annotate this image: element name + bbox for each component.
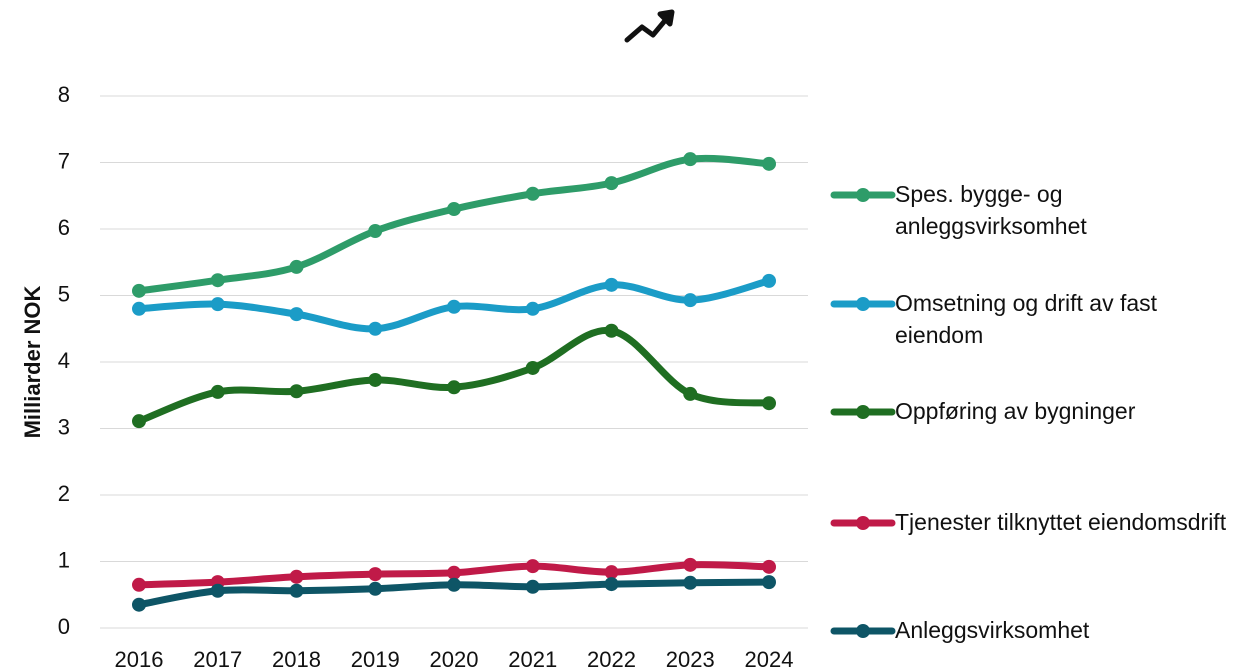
point — [604, 323, 619, 338]
point — [762, 273, 776, 288]
point — [447, 202, 461, 217]
point — [289, 259, 304, 274]
y-tick-label: 8 — [58, 82, 70, 107]
legend-marker — [856, 188, 870, 202]
series-line — [135, 326, 773, 425]
point — [132, 301, 146, 316]
y-tick-label: 6 — [58, 215, 70, 240]
point — [762, 559, 776, 574]
point — [368, 321, 383, 336]
point — [210, 583, 225, 598]
y-tick-label: 7 — [58, 148, 70, 173]
y-tick-label: 2 — [58, 481, 70, 506]
point — [683, 152, 698, 167]
x-tick-label: 2021 — [508, 647, 557, 672]
point — [604, 577, 619, 592]
y-tick-label: 1 — [58, 547, 70, 572]
point — [289, 384, 304, 399]
legend-marker — [856, 297, 870, 311]
x-tick-label: 2016 — [115, 647, 164, 672]
point — [683, 293, 698, 308]
trend-icon — [624, 9, 675, 43]
point — [604, 277, 619, 292]
point — [762, 396, 776, 411]
y-tick-label: 3 — [58, 414, 70, 439]
point — [525, 360, 540, 375]
point — [525, 579, 540, 594]
point — [683, 386, 698, 401]
point — [368, 567, 383, 582]
point — [368, 581, 383, 596]
series-line — [135, 154, 773, 295]
x-tick-label: 2023 — [666, 647, 715, 672]
point — [762, 575, 776, 590]
point — [132, 577, 146, 592]
legend-marker — [856, 624, 870, 638]
point — [289, 583, 304, 598]
legend-marker — [856, 405, 870, 419]
point — [762, 156, 776, 171]
x-tick-label: 2018 — [272, 647, 321, 672]
point — [289, 307, 304, 322]
y-tick-label: 4 — [58, 348, 70, 373]
point — [447, 577, 461, 592]
point — [210, 297, 225, 312]
legend-label: Anleggsvirksomhet — [895, 617, 1090, 643]
point — [210, 273, 225, 288]
point — [604, 565, 619, 580]
x-tick-label: 2019 — [351, 647, 400, 672]
point — [210, 384, 225, 399]
point — [683, 575, 698, 590]
y-tick-label: 5 — [58, 281, 70, 306]
x-tick-label: 2017 — [193, 647, 242, 672]
point — [447, 565, 461, 580]
legend-label: Oppføring av bygninger — [895, 398, 1136, 424]
point — [289, 569, 304, 584]
point — [132, 597, 146, 612]
legend-label: Tjenester tilknyttet eiendomsdrift — [895, 509, 1227, 535]
legend-marker — [856, 516, 870, 530]
legend-label: Omsetning og drift av fast eiendom — [895, 290, 1158, 348]
legend-label: Spes. bygge- og anleggsvirksomhet — [895, 181, 1087, 239]
point — [525, 186, 540, 201]
point — [132, 414, 146, 429]
point — [604, 176, 619, 191]
y-tick-label: 0 — [58, 614, 70, 639]
x-tick-label: 2020 — [430, 647, 479, 672]
y-axis-label: Milliarder NOK — [20, 285, 45, 438]
point — [132, 283, 146, 298]
point — [683, 557, 698, 572]
point — [447, 299, 461, 314]
point — [368, 223, 383, 238]
x-tick-label: 2022 — [587, 647, 636, 672]
point — [447, 380, 461, 395]
point — [525, 559, 540, 574]
x-tick-label: 2024 — [745, 647, 794, 672]
point — [525, 301, 540, 316]
point — [368, 372, 383, 387]
